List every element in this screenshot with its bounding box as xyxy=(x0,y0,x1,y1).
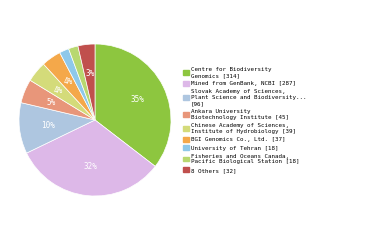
Text: 3%: 3% xyxy=(85,69,94,78)
Wedge shape xyxy=(21,80,95,120)
Wedge shape xyxy=(78,44,95,120)
Text: 10%: 10% xyxy=(41,121,55,130)
Wedge shape xyxy=(60,49,95,120)
Text: 5%: 5% xyxy=(47,98,56,107)
Wedge shape xyxy=(30,64,95,120)
Text: 4%: 4% xyxy=(63,77,73,86)
Text: 32%: 32% xyxy=(83,162,97,171)
Wedge shape xyxy=(69,46,95,120)
Legend: Centre for Biodiversity
Genomics [314], Mined from GenBank, NCBI [287], Slovak A: Centre for Biodiversity Genomics [314], … xyxy=(184,67,307,173)
Wedge shape xyxy=(27,120,155,196)
Wedge shape xyxy=(19,103,95,153)
Wedge shape xyxy=(95,44,171,166)
Text: 4%: 4% xyxy=(54,86,63,95)
Wedge shape xyxy=(43,53,95,120)
Text: 35%: 35% xyxy=(130,95,144,104)
